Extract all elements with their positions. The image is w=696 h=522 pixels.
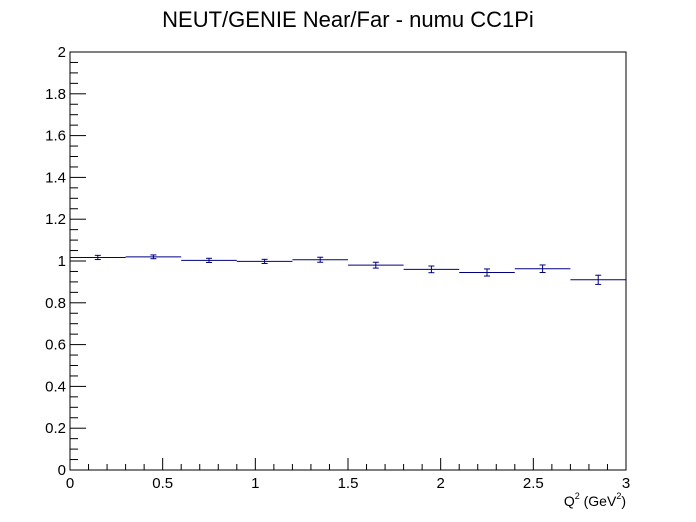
data-point bbox=[70, 254, 126, 261]
y-tick-label: 2 bbox=[58, 44, 66, 61]
data-point bbox=[125, 254, 182, 260]
y-tick-label: 1.6 bbox=[45, 128, 66, 145]
x-tick-label: 0 bbox=[66, 475, 74, 492]
x-tick-label: 0.5 bbox=[152, 475, 173, 492]
y-tick-label: 0.6 bbox=[45, 337, 66, 354]
x-axis-label-unit-open: (GeV bbox=[580, 493, 617, 509]
y-tick-label: 1.4 bbox=[45, 169, 66, 186]
y-tick-label: 0.2 bbox=[45, 420, 66, 437]
x-axis-ticks bbox=[69, 458, 627, 470]
data-point bbox=[292, 256, 348, 263]
x-axis-label-unit-sup: 2 bbox=[616, 491, 621, 501]
y-tick-label: 1 bbox=[58, 253, 66, 270]
x-axis-label: Q2 (GeV2) bbox=[564, 491, 626, 509]
y-tick-label: 0.8 bbox=[45, 295, 66, 312]
data-point bbox=[181, 257, 237, 263]
data-point bbox=[570, 274, 626, 285]
x-axis-label-sup: 2 bbox=[575, 491, 580, 501]
y-axis-ticks bbox=[70, 51, 86, 471]
plot-frame bbox=[69, 51, 627, 471]
x-tick-label: 2 bbox=[436, 475, 444, 492]
data-point bbox=[459, 268, 515, 277]
x-tick-label: 1.5 bbox=[338, 475, 359, 492]
y-axis-tick-labels: 0 0.2 0.4 0.6 0.8 1 1.2 1.4 1.6 1.8 2 bbox=[45, 44, 66, 479]
y-tick-label: 1.2 bbox=[45, 211, 66, 228]
data-point bbox=[403, 265, 460, 274]
x-tick-label: 3 bbox=[622, 475, 630, 492]
data-point bbox=[348, 261, 404, 269]
x-axis-tick-labels: 0 0.5 1 1.5 2 2.5 3 bbox=[66, 475, 630, 492]
y-tick-label: 0 bbox=[58, 462, 66, 479]
data-series bbox=[70, 254, 626, 285]
y-tick-label: 1.8 bbox=[45, 86, 66, 103]
data-point bbox=[236, 258, 293, 265]
x-axis-label-main: Q bbox=[564, 493, 575, 509]
x-tick-label: 2.5 bbox=[523, 475, 544, 492]
y-tick-label: 0.4 bbox=[45, 378, 66, 395]
data-point bbox=[514, 264, 571, 273]
chart-title: NEUT/GENIE Near/Far - numu CC1Pi bbox=[162, 7, 534, 32]
x-tick-label: 1 bbox=[251, 475, 259, 492]
x-axis-label-unit-close: ) bbox=[621, 493, 626, 509]
